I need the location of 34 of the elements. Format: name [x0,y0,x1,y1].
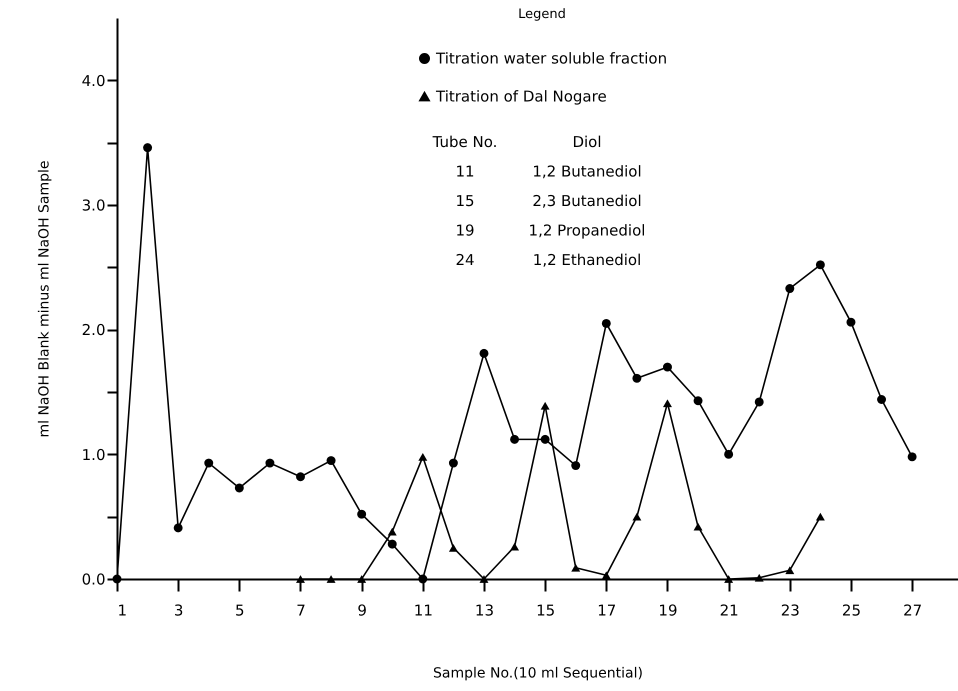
annotation: Diol [572,133,602,151]
x-tick-label: 5 [235,602,245,620]
x-tick-label: 7 [296,602,306,620]
x-tick-label: 3 [174,602,184,620]
annotation: 15 [455,192,475,210]
x-tick-label: 17 [597,602,616,620]
annotation: Tube No. [432,133,498,151]
annotation: 1,2 Propanediol [528,222,646,240]
x-tick-label: 23 [780,602,800,620]
x-tick-label: 1 [118,602,128,620]
legend-label: Titration water soluble fraction [435,50,668,68]
x-axis-title: Sample No.(10 ml Sequential) [433,666,643,682]
y-tick-label: 3.0 [82,196,106,214]
x-tick-label: 19 [658,602,678,620]
x-tick-label: 25 [842,602,862,620]
legend-label: Titration of Dal Nogare [435,88,607,106]
annotation: 19 [455,222,475,240]
annotation: 1,2 Ethanediol [532,251,642,269]
y-tick-label: 1.0 [82,446,106,464]
y-tick-label: 0.0 [82,570,106,588]
x-tick-label: 15 [536,602,556,620]
annotation: 1,2 Butanediol [532,162,642,180]
x-tick-label: 13 [474,602,494,620]
y-axis-title: ml NaOH Blank minus ml NaOH Sample [36,160,53,438]
annotation: 2,3 Butanediol [532,192,642,210]
x-tick-label: 11 [414,602,433,620]
x-tick-label: 9 [357,602,367,620]
y-tick-label: 2.0 [82,321,106,340]
y-tick-label: 4.0 [82,72,106,90]
annotation: 24 [455,251,475,269]
x-tick-label: 27 [903,602,922,620]
x-tick-label: 21 [720,602,739,620]
legend-title: Legend [518,7,566,22]
annotation: 11 [455,162,475,180]
